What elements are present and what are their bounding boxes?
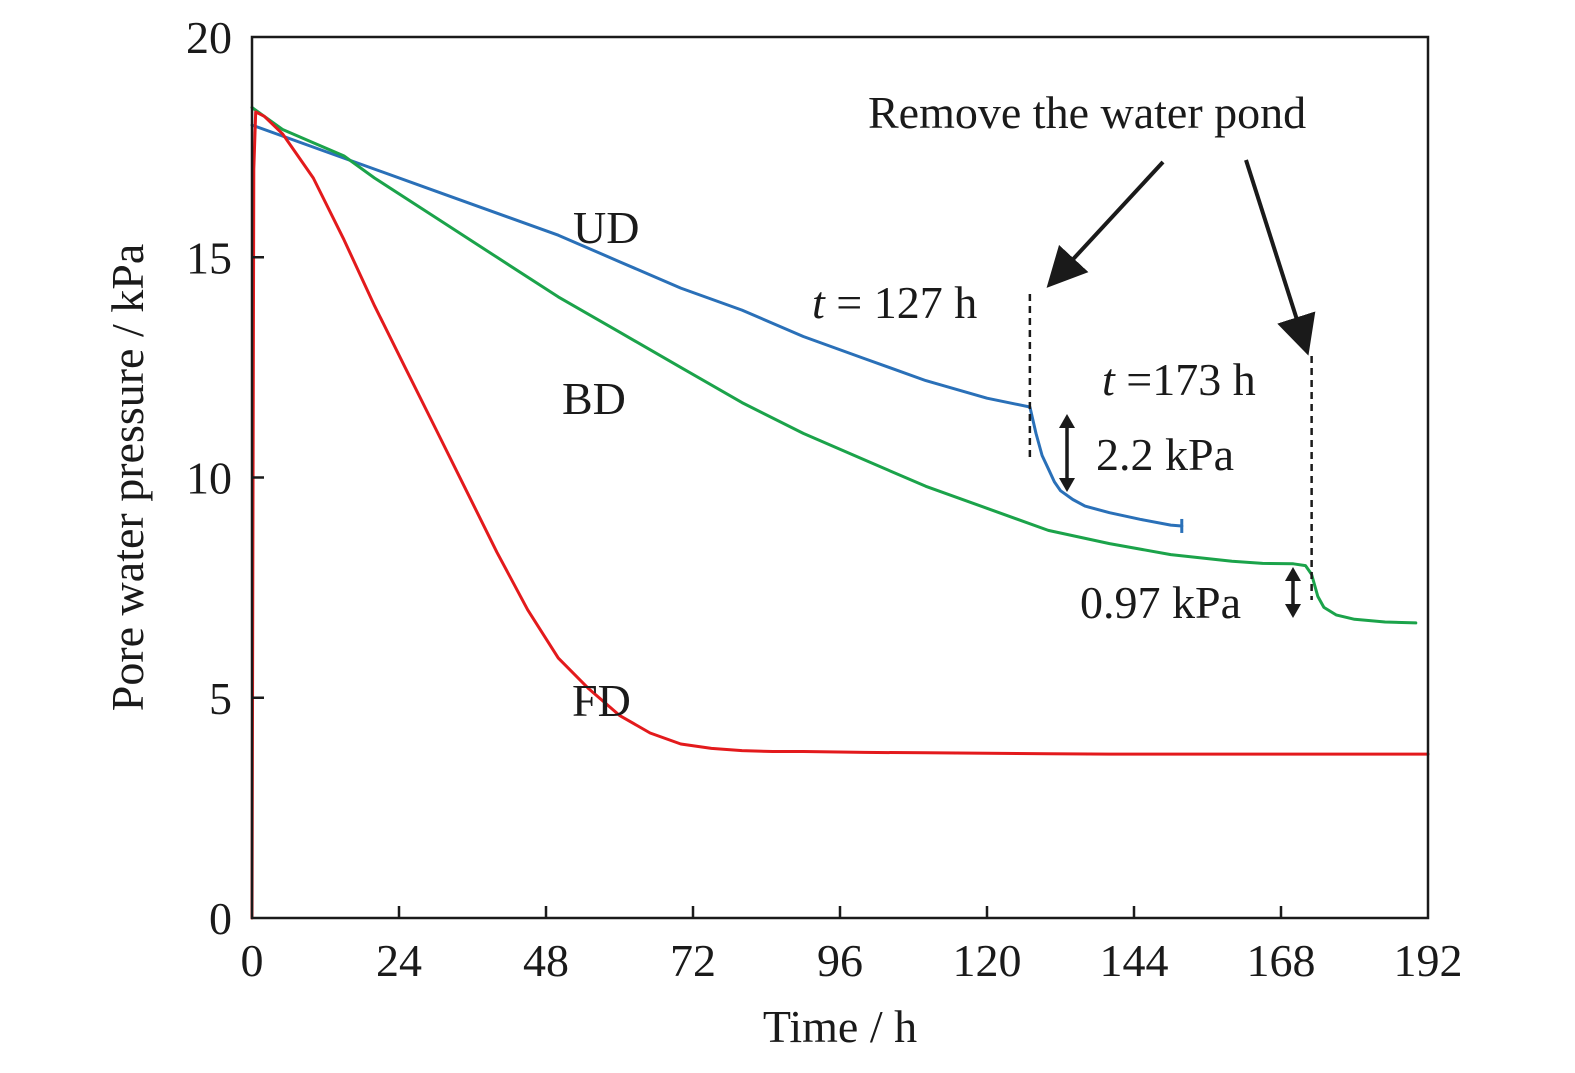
x-tick-label: 96 [817,935,863,986]
bd-drop-annotation: 0.97 kPa [1080,577,1241,628]
double-arrow-head-down [1059,478,1075,492]
annotations: Remove the water pond t = 127 h t =173 h… [812,87,1316,628]
arrow-to-t127 [1046,160,1165,288]
y-tick-label: 15 [186,232,232,283]
y-tick-label: 20 [186,12,232,63]
series-line-bd [250,106,1418,625]
t127-rest: = 127 h [825,277,977,328]
plot-frame [250,35,1430,920]
x-tick-label: 72 [670,935,716,986]
x-tick-label: 0 [241,935,264,986]
x-axis-ticks: 0 24 48 72 96 120 144 168 192 [241,906,1463,986]
t173-italic: t [1102,354,1116,405]
t127-italic: t [812,277,826,328]
double-arrow-ud-drop [1059,414,1075,492]
double-arrow-head-up [1285,567,1301,581]
double-arrow-bd-drop [1285,567,1301,618]
remove-pond-annotation: Remove the water pond [868,87,1306,138]
series-labels: UD BD FD [562,202,639,726]
x-tick-label: 48 [523,935,569,986]
series-line-ud [250,123,1184,528]
t173-annotation: t =173 h [1102,354,1256,405]
y-tick-label: 0 [209,893,232,944]
series-line-fd [250,110,1430,920]
y-tick-label: 5 [209,673,232,724]
t173-rest: =173 h [1115,354,1256,405]
x-tick-label: 168 [1247,935,1316,986]
y-axis-ticks: 0 5 10 15 20 [186,12,264,944]
x-tick-label: 24 [376,935,422,986]
x-tick-label: 120 [953,935,1022,986]
double-arrow-head-up [1059,414,1075,428]
series-label-bd: BD [562,373,626,424]
arrow-to-t173 [1244,159,1316,356]
series-lines [250,106,1430,920]
t127-annotation: t = 127 h [812,277,977,328]
series-label-fd: FD [572,675,631,726]
x-tick-label: 144 [1100,935,1169,986]
x-tick-label: 192 [1394,935,1463,986]
y-tick-label: 10 [186,453,232,504]
double-arrow-head-down [1285,604,1301,618]
x-axis-title: Time / h [763,1001,917,1052]
ud-drop-annotation: 2.2 kPa [1096,429,1234,480]
series-label-ud: UD [573,202,639,253]
y-axis-title: Pore water pressure / kPa [102,244,153,712]
